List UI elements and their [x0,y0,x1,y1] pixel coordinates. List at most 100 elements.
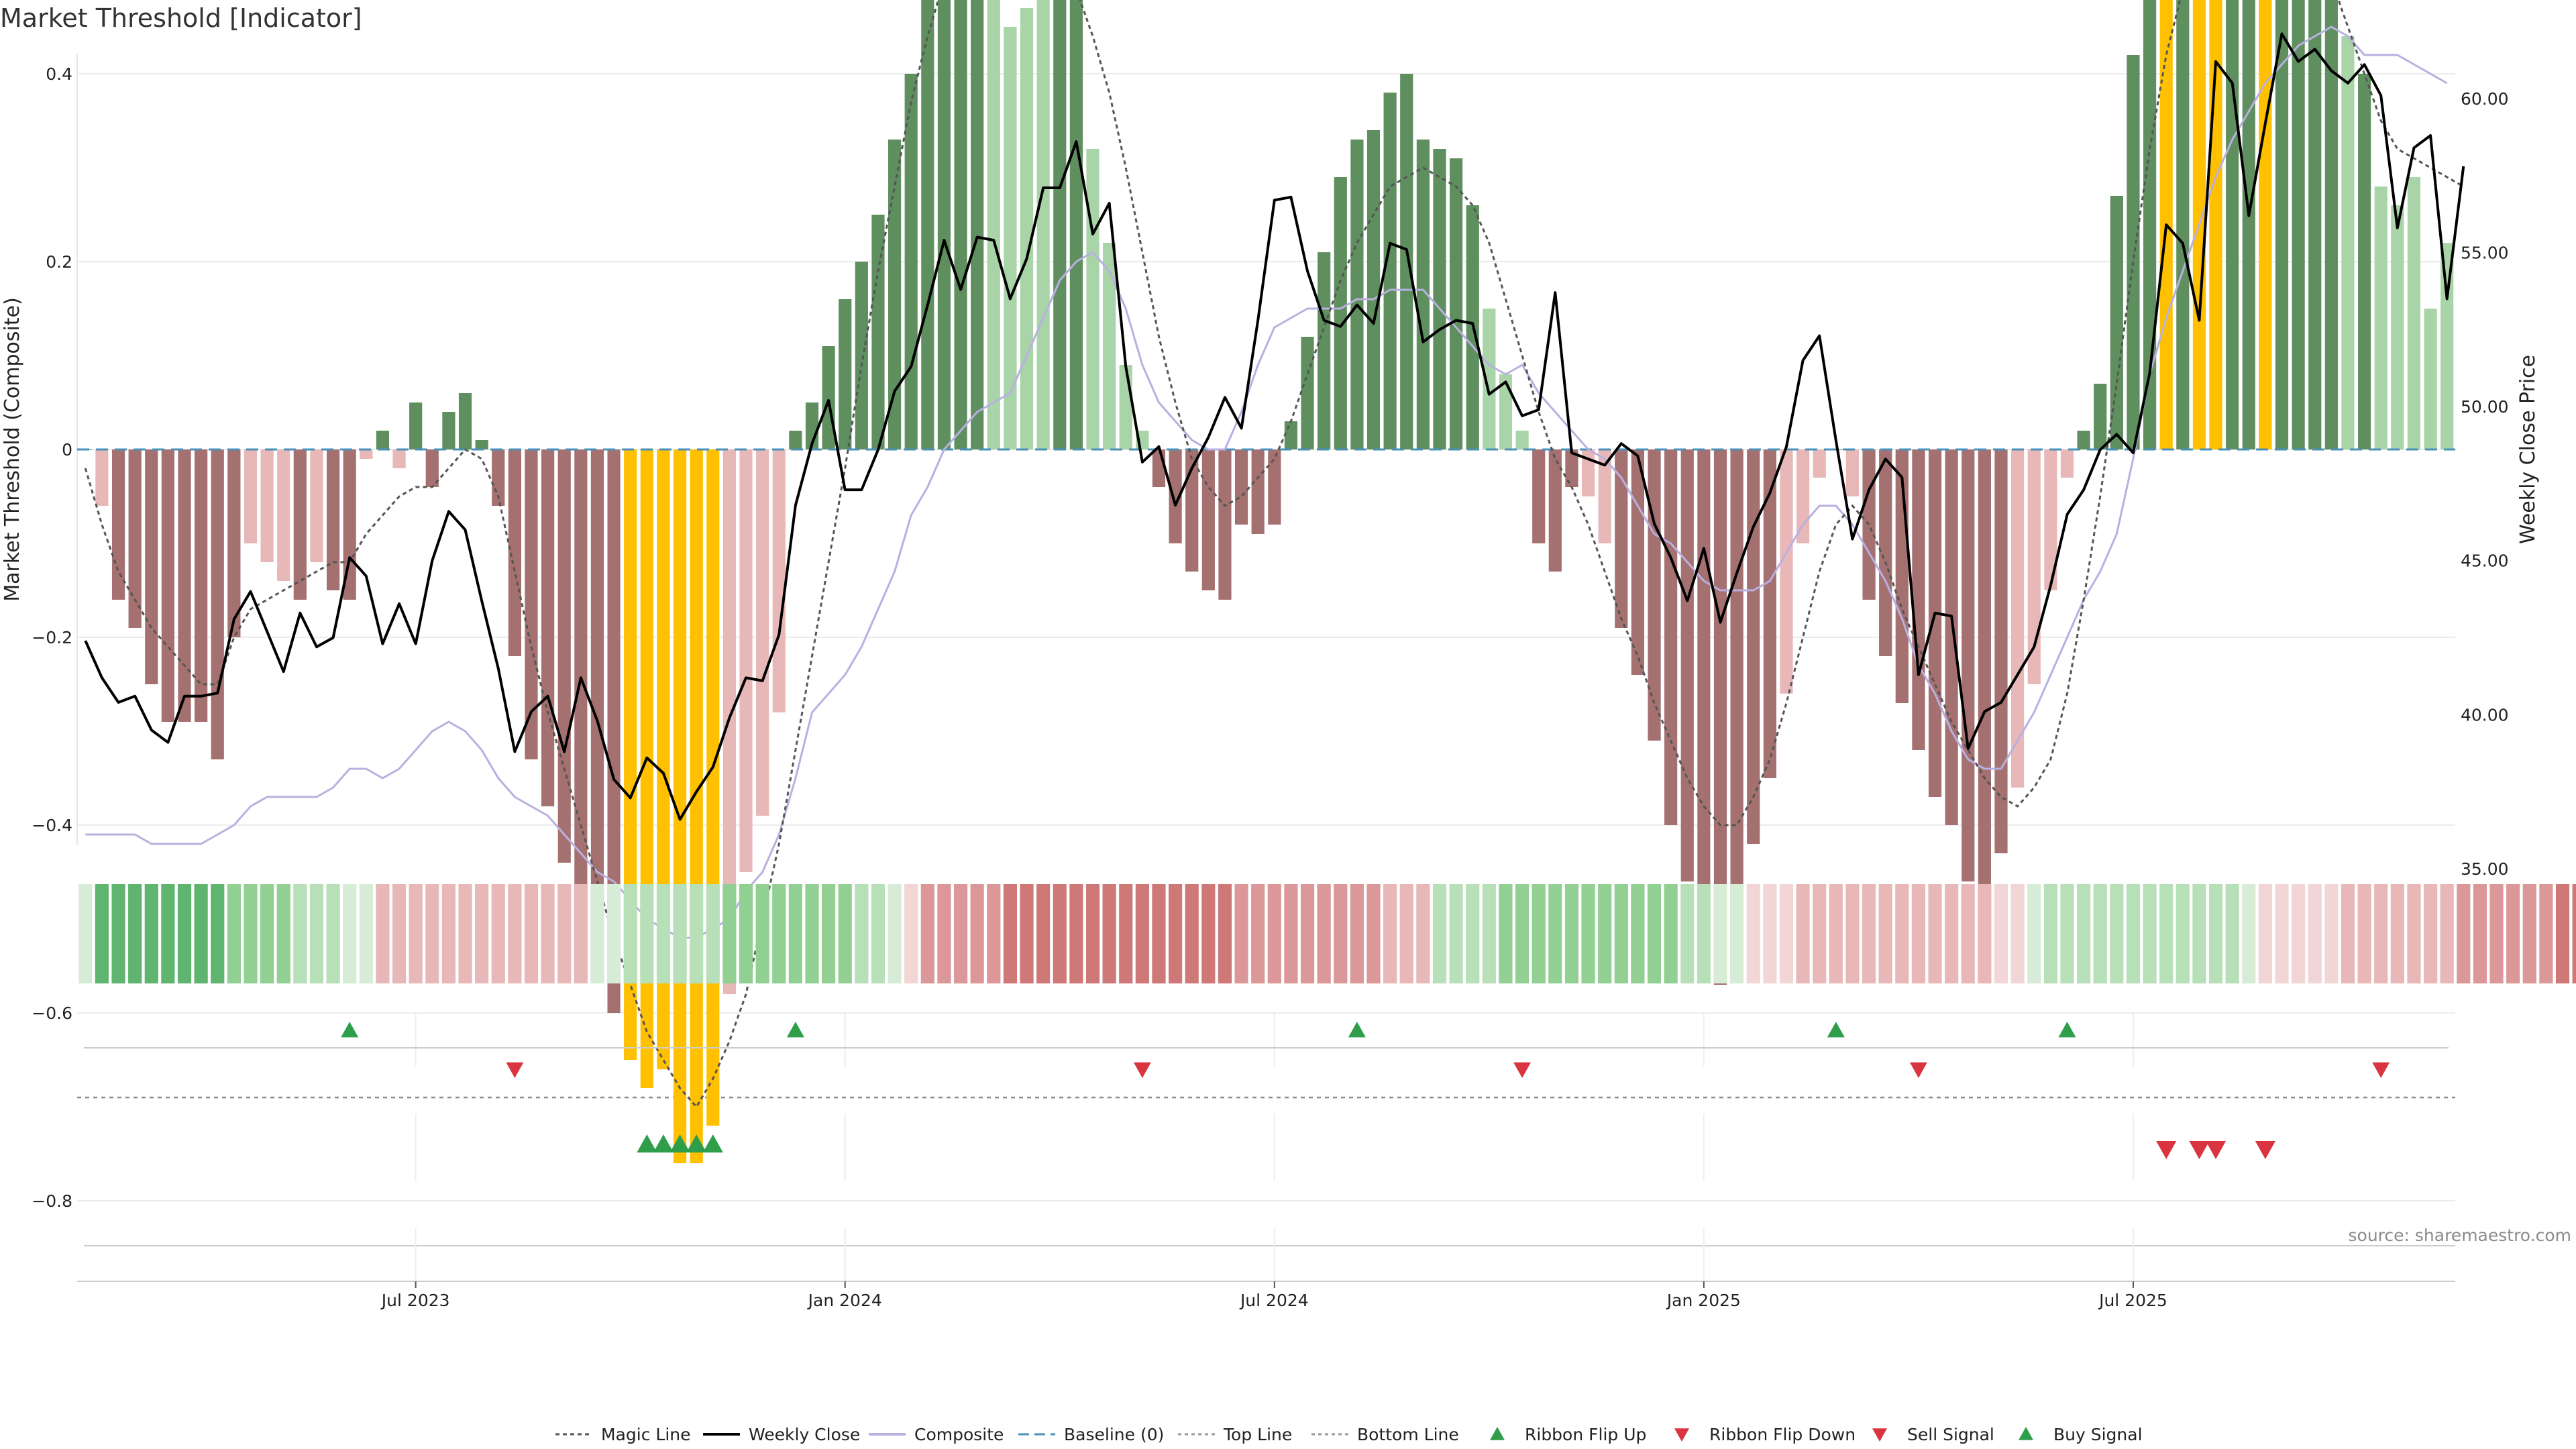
ribbon-cell [690,884,704,983]
left-tick-label: −0.2 [32,628,72,647]
composite-bar [855,262,868,449]
composite-bar [1813,449,1826,478]
composite-bar [525,449,538,759]
composite-bar [1185,449,1199,572]
composite-bar [2275,0,2289,449]
ribbon-cell [111,884,125,983]
composite-bar [1284,421,1298,449]
ribbon-cell [359,884,373,983]
buy-signal-marker [637,1134,657,1152]
ribbon-cell [1449,884,1463,983]
composite-bar [376,431,390,449]
ribbon-cell [2374,884,2388,983]
ribbon-cell [871,884,885,983]
ribbon-cell [2308,884,2322,983]
composite-bar [1036,0,1050,449]
ribbon-cell [953,884,968,983]
ribbon-cell [2159,884,2174,983]
ribbon-cell [1317,884,1331,983]
composite-bar [541,449,555,806]
composite-bar [590,449,604,957]
composite-bar [2407,177,2421,449]
ribbon-cell [194,884,208,983]
ribbon-cell [326,884,340,983]
ribbon-cell [128,884,142,983]
ribbon-cell [2555,884,2570,983]
ribbon-flip-panel [84,1013,2449,1078]
composite-bar [442,412,455,449]
legend-label: Bottom Line [1357,1425,1459,1444]
right-tick-label: 40.00 [2461,705,2509,724]
left-tick-label: −0.8 [32,1191,72,1211]
ribbon-cell [1350,884,1364,983]
ribbon-cell [227,884,241,983]
composite-bar [1532,449,1546,543]
ribbon-cell [1532,884,1546,983]
composite-bar [1780,449,1793,694]
legend-label: Buy Signal [2053,1425,2143,1444]
ribbon-cell [1564,884,1579,983]
composite-bar [1615,449,1628,628]
composite-bar [1234,449,1248,525]
composite-bar [789,431,802,449]
ribbon-cell [1829,884,1843,983]
composite-bar [2341,36,2355,449]
composite-bar [706,449,720,1126]
ribbon-flip-down-marker [1133,1062,1151,1078]
legend: Magic Line Weekly Close Composite Baseline … [555,1425,2143,1444]
composite-bar [2259,0,2272,449]
composite-bar [310,449,323,562]
ribbon-cell [1383,884,1397,983]
ribbon-cell [1746,884,1760,983]
ribbon-cell [1152,884,1166,983]
ribbon-cell [524,884,539,983]
x-tick-label: Jan 2024 [807,1291,882,1310]
legend-label: Top Line [1223,1425,1292,1444]
ribbon-cell [838,884,852,983]
ribbon-cell [1845,884,1860,983]
ribbon-cell [1102,884,1116,983]
composite-bar [987,0,1000,449]
ribbon-cell [1284,884,1298,983]
composite-bar [2110,196,2123,449]
composite-bar [1350,140,1364,449]
ribbon-cell [2457,884,2471,983]
composite-bar [1994,449,2008,853]
ribbon-cell [1911,884,1926,983]
ribbon-cell [2110,884,2124,983]
composite-bar [871,215,885,449]
ribbon-cell [2208,884,2223,983]
ribbon-cell [144,884,158,983]
ribbon-cell [1928,884,1942,983]
composite-bar [1201,449,1215,590]
legend-item: Ribbon Flip Up [1490,1425,1646,1444]
composite-bar [2308,0,2322,449]
ribbon-cell [2423,884,2438,983]
ribbon-cell [211,884,225,983]
ribbon-cell [987,884,1001,983]
ribbon-cell [2572,884,2576,983]
composite-bar [1251,449,1265,534]
composite-bar [772,449,786,712]
composite-bar [508,449,521,656]
composite-bar [1152,449,1166,487]
composite-line [85,25,2448,939]
composite-bar [1565,449,1578,487]
ribbon-cell [425,884,439,983]
ribbon-cell [293,884,307,983]
legend-item: Magic Line [555,1425,691,1444]
legend-label: Magic Line [601,1425,691,1444]
composite-bar [2011,449,2025,788]
composite-bar [739,449,753,872]
ribbon-cell [788,884,802,983]
legend-marker-down [1674,1428,1689,1442]
ribbon-cell [1713,884,1727,983]
composite-bar [95,449,109,506]
ribbon-cell [937,884,951,983]
composite-bar [971,0,984,449]
composite-bar [888,140,902,449]
ribbon-cell [623,884,637,983]
composite-bar [2044,449,2057,590]
composite-bar [937,0,951,449]
